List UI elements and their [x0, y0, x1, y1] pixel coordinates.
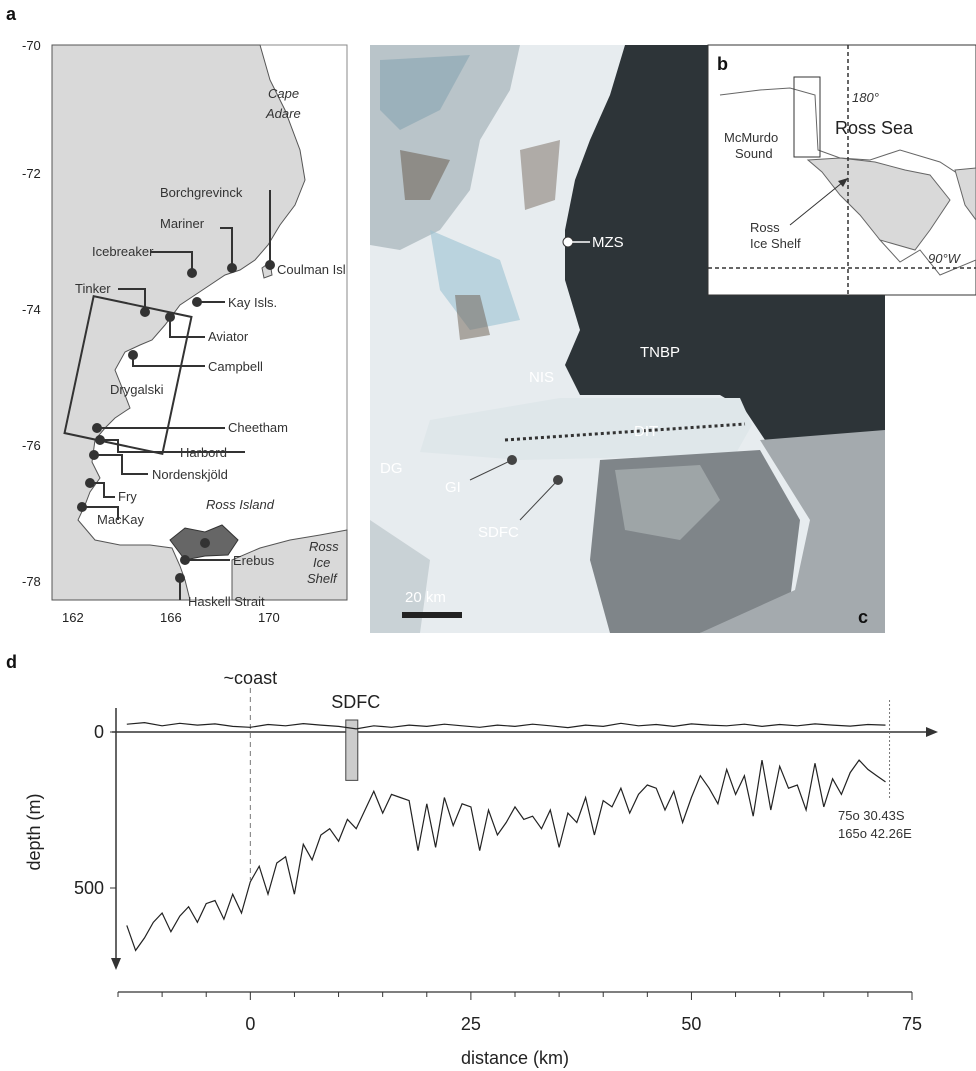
inset-mcmurdo: Sound: [735, 146, 773, 161]
sat-labels: MZS TNBP NIS DIT DG GI SDFC 20 km: [380, 234, 680, 606]
label-ross-ice-shelf: Ross: [309, 539, 339, 554]
x-tick-label: 75: [902, 1014, 922, 1034]
label-mzs: MZS: [592, 234, 624, 251]
end-coord-label: 75o 30.43S: [838, 808, 905, 823]
panel-b-letter: b: [717, 54, 728, 74]
lon-tick: 162: [62, 610, 84, 625]
lat-tick: -72: [22, 166, 41, 181]
lon-ticks: 162 166 170: [62, 610, 280, 625]
x-tick-label: 25: [461, 1014, 481, 1034]
label-gi: GI: [445, 479, 461, 496]
label-icebreaker: Icebreaker: [92, 244, 154, 259]
label-campbell: Campbell: [208, 359, 263, 374]
y-axis-arrow: [111, 958, 121, 970]
label-sdfc: SDFC: [478, 524, 519, 541]
x-tick-label: 50: [681, 1014, 701, 1034]
label-tnbp: TNBP: [640, 344, 680, 361]
x-tick-label: 0: [245, 1014, 255, 1034]
label-fry: Fry: [118, 489, 137, 504]
panel-d-letter: d: [6, 652, 17, 672]
label-aviator: Aviator: [208, 329, 249, 344]
label-ross-island: Ross Island: [206, 497, 275, 512]
lat-tick: -70: [22, 38, 41, 53]
label-nis: NIS: [529, 369, 554, 386]
panel-a-letter: a: [6, 4, 17, 24]
inset-lon-90w: 90°W: [928, 251, 962, 266]
dit-dotted-line: [504, 422, 746, 442]
label-haskell: Haskell Strait: [188, 594, 265, 609]
label-cheetham: Cheetham: [228, 420, 288, 435]
label-borchgrevinck: Borchgrevinck: [160, 185, 243, 200]
coast-label: ~coast: [224, 668, 278, 688]
station-markers: [77, 190, 275, 600]
depth-profile-chart: 0 500 depth (m) 0 25 50 75 distance (km) ~coast S…: [24, 668, 938, 1068]
inset-mcmurdo: McMurdo: [724, 130, 778, 145]
seafloor-line: [126, 759, 886, 952]
ice-surface-line: [126, 721, 886, 730]
x-axis-label: distance (km): [461, 1048, 569, 1068]
inset-ross-ice-shelf: Ice Shelf: [750, 236, 801, 251]
label-ross-ice-shelf: Shelf: [307, 571, 338, 586]
label-drygalski: Drygalski: [110, 382, 164, 397]
label-erebus: Erebus: [233, 553, 275, 568]
inset-lon-180: 180°: [852, 90, 879, 105]
label-dg: DG: [380, 460, 403, 477]
label-ross-ice-shelf: Ice: [313, 555, 330, 570]
label-mariner: Mariner: [160, 216, 205, 231]
panel-c-letter: c: [858, 607, 868, 627]
scale-bar: [402, 612, 462, 618]
place-labels: Cape Adare Borchgrevinck Mariner Icebrea…: [75, 86, 346, 609]
inset-ross-ice-shelf: Ross: [750, 220, 780, 235]
label-mackay: MacKay: [97, 512, 144, 527]
label-tinker: Tinker: [75, 281, 111, 296]
y-tick-label: 0: [94, 722, 104, 742]
y-tick-label: 500: [74, 878, 104, 898]
lat-tick: -76: [22, 438, 41, 453]
lon-tick: 166: [160, 610, 182, 625]
sdfc-label: SDFC: [331, 692, 380, 712]
land-shelf-east: [231, 529, 348, 601]
study-area-box: [63, 294, 193, 456]
zero-axis-arrow: [926, 727, 938, 737]
lat-ticks: -70 -72 -74 -76 -78: [22, 38, 41, 589]
label-nordenskjold: Nordenskjöld: [152, 467, 228, 482]
label-dit: DIT: [634, 423, 658, 440]
y-axis-label: depth (m): [24, 793, 44, 870]
end-coord-label: 165o 42.26E: [838, 826, 912, 841]
inset-map: [707, 44, 976, 296]
label-cape-adare: Adare: [265, 106, 301, 121]
land-victoria: [51, 44, 306, 601]
sdfc-bar: [345, 719, 359, 781]
inset-ross-sea: Ross Sea: [835, 118, 914, 138]
lat-tick: -78: [22, 574, 41, 589]
label-cape-adare: Cape: [268, 86, 299, 101]
label-harbord: Harbord: [180, 445, 227, 460]
scale-bar-label: 20 km: [405, 589, 446, 606]
lon-tick: 170: [258, 610, 280, 625]
label-coulman: Coulman Isl: [277, 262, 346, 277]
lat-tick: -74: [22, 302, 41, 317]
label-kay: Kay Isls.: [228, 295, 277, 310]
